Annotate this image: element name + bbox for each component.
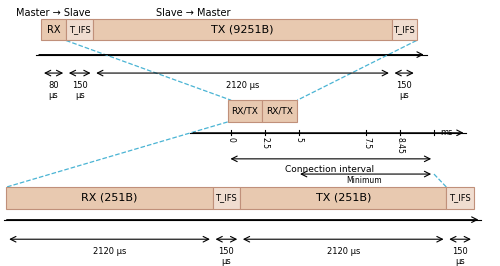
Text: 80
μs: 80 μs [48,81,59,100]
Text: RX/TX: RX/TX [266,107,293,115]
FancyBboxPatch shape [94,19,392,40]
FancyBboxPatch shape [41,19,66,40]
Text: Master → Slave: Master → Slave [16,8,91,18]
Text: RX: RX [47,25,60,35]
Text: 150
μs: 150 μs [218,247,234,266]
Text: 150
μs: 150 μs [452,247,468,266]
FancyBboxPatch shape [240,187,446,209]
FancyBboxPatch shape [66,19,94,40]
Text: T_IFS: T_IFS [216,193,238,202]
Text: 2.5: 2.5 [260,137,270,149]
Text: 2120 μs: 2120 μs [226,81,259,90]
Text: T_IFS: T_IFS [69,25,90,34]
Text: 2120 μs: 2120 μs [326,247,360,256]
Text: 0: 0 [226,137,235,142]
FancyBboxPatch shape [6,187,212,209]
Text: Minimum
time required to
schedule next packet (4.54 ms): Minimum time required to schedule next p… [304,176,425,206]
Text: RX/TX: RX/TX [232,107,258,115]
Text: T_IFS: T_IFS [449,193,471,202]
Text: TX (251B): TX (251B) [316,193,371,203]
FancyBboxPatch shape [228,100,262,122]
Text: T_IFS: T_IFS [394,25,415,34]
Text: 5: 5 [294,137,303,142]
Text: RX (251B): RX (251B) [82,193,138,203]
FancyBboxPatch shape [212,187,240,209]
Text: TX (9251B): TX (9251B) [212,25,274,35]
Text: 7.5: 7.5 [362,137,371,149]
Text: Connection interval: Connection interval [285,165,374,174]
Text: 150
μs: 150 μs [72,81,88,100]
FancyBboxPatch shape [392,19,416,40]
Text: ms: ms [440,128,452,137]
FancyBboxPatch shape [446,187,474,209]
Text: Slave → Master: Slave → Master [156,8,230,18]
Text: 8.45: 8.45 [396,137,404,153]
Text: 2120 μs: 2120 μs [93,247,126,256]
Text: 150
μs: 150 μs [396,81,412,100]
FancyBboxPatch shape [262,100,297,122]
